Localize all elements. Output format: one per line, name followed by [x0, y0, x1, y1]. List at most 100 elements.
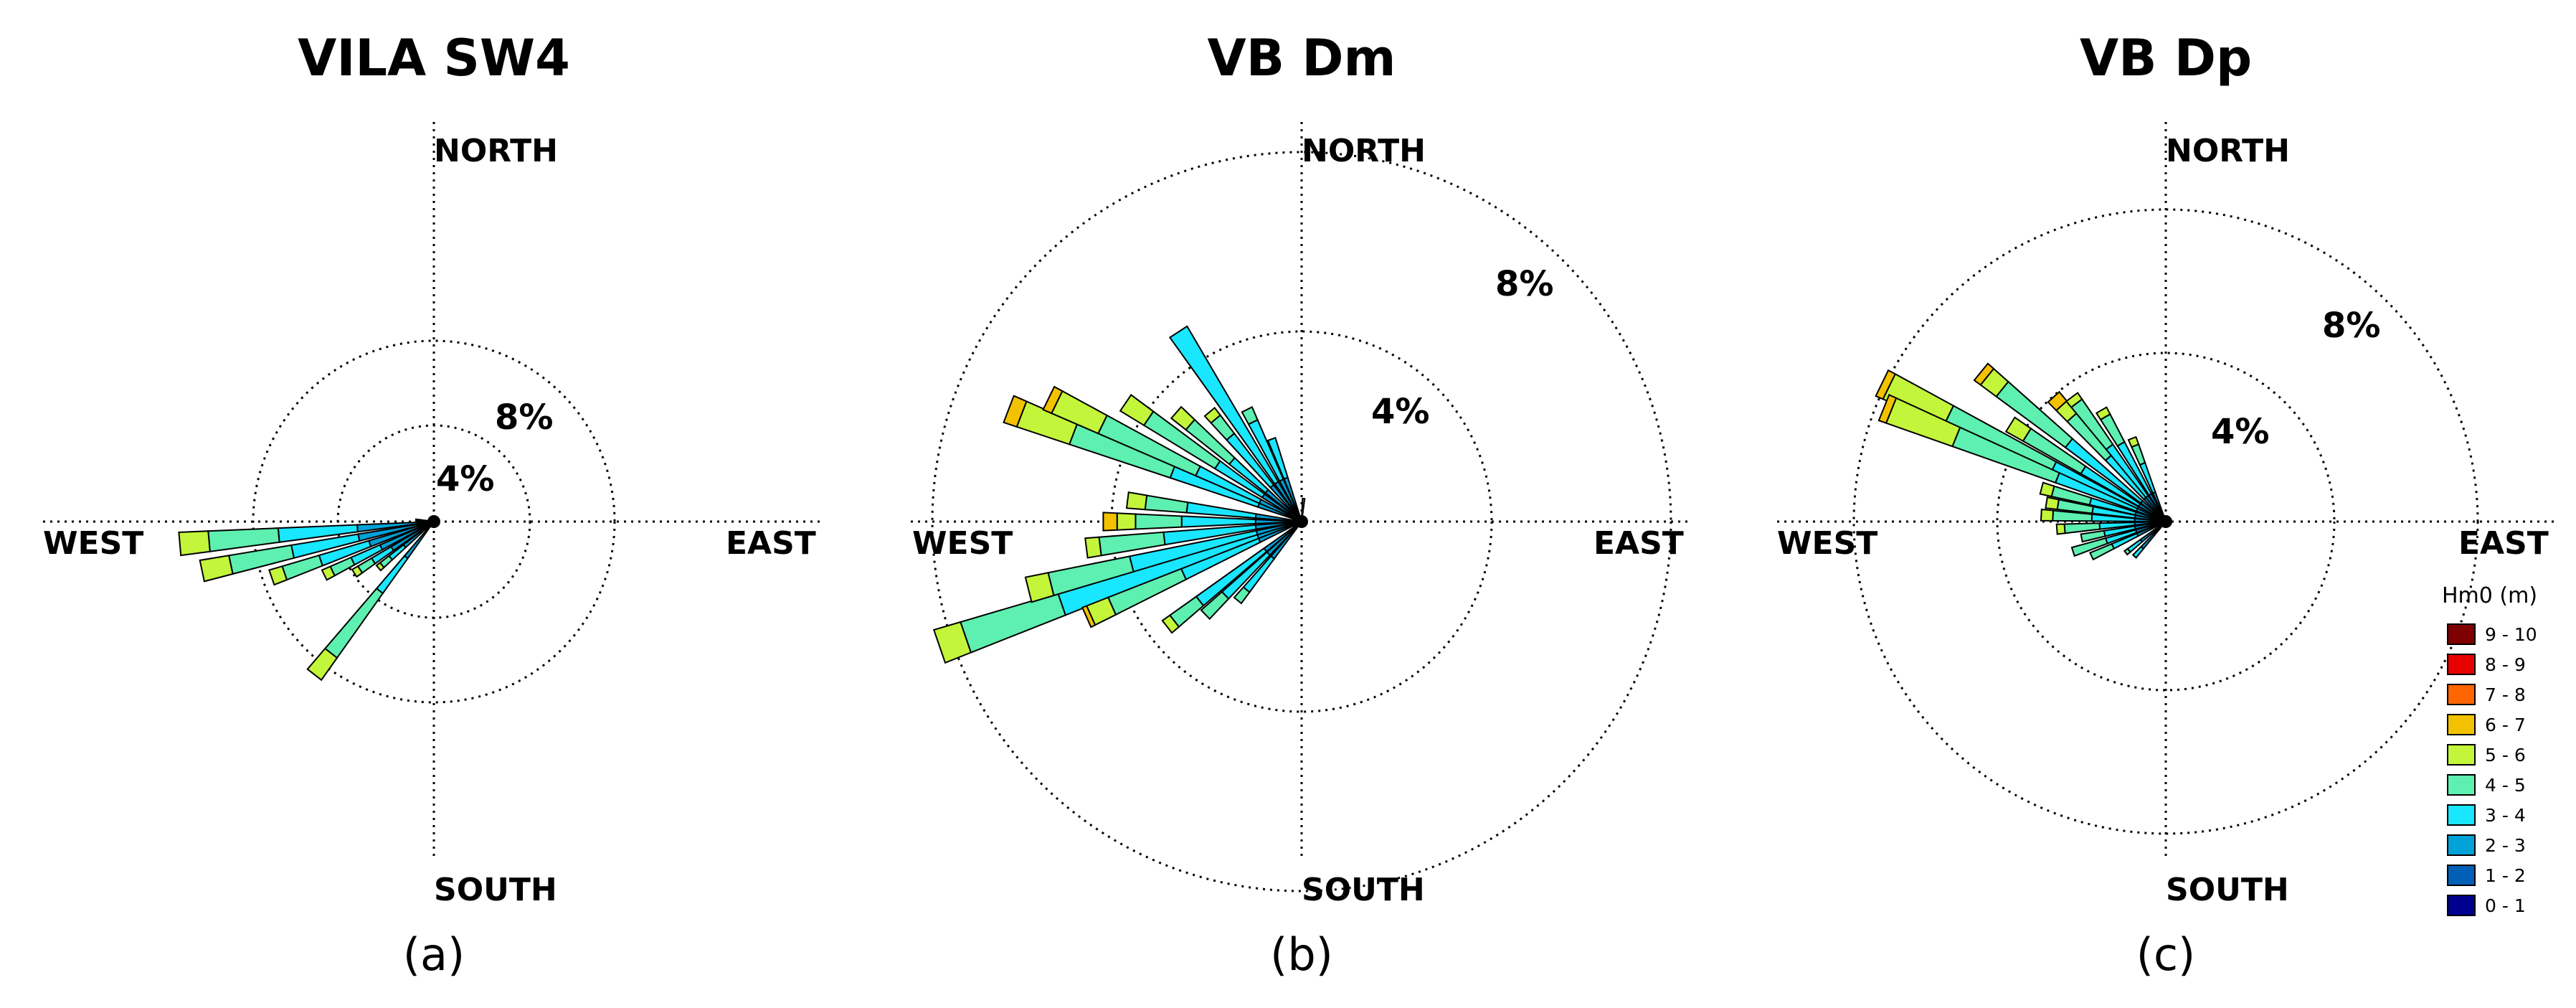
rose-center-hub — [2159, 515, 2172, 528]
bar-segment-5-6 — [375, 562, 385, 572]
legend-label: 3 - 4 — [2485, 805, 2526, 826]
bar-segment-5-6 — [351, 565, 364, 578]
ring-label-8: 8% — [2322, 306, 2381, 346]
rose-bars — [932, 325, 1308, 664]
direction-north-label: NORTH — [2166, 133, 2290, 169]
bar-segment-4-5 — [207, 527, 280, 552]
bar-segment-4-5 — [1233, 586, 1251, 605]
legend-label: 5 - 6 — [2485, 745, 2526, 766]
legend-label: 4 - 5 — [2485, 775, 2526, 796]
legend-items: 9 - 10 8 - 9 7 - 8 6 - 7 5 - 6 4 - 5 3 - 4 2 - … — [2447, 623, 2537, 916]
sector-296-deg — [1875, 369, 2167, 522]
bar-segment-5-6 — [2055, 523, 2066, 535]
bar-segment-5-6 — [306, 647, 338, 682]
bar-segment-5-6 — [268, 565, 288, 586]
legend-label: 9 - 10 — [2485, 624, 2537, 645]
legend-swatch — [2447, 895, 2476, 916]
panel-caption: (b) — [1270, 928, 1333, 981]
bar-segment-2-3 — [1301, 497, 1306, 514]
rose-center-hub — [427, 515, 440, 528]
ring-label-4: 4% — [2211, 412, 2270, 452]
bar-segment-5-6 — [2095, 406, 2111, 421]
sector-251-deg — [268, 521, 435, 586]
bar-segment-5-6 — [178, 530, 211, 557]
bar-segment-2-3 — [419, 519, 428, 522]
bar-segment-3-4 — [1266, 436, 1289, 480]
bar-segment-5-6 — [2045, 496, 2060, 511]
ring-label-4: 4% — [1371, 392, 1430, 432]
panel-vila-sw4: VILA SW4 NORTH SOUTH EAST WEST 4% 8% (a) — [43, 29, 825, 981]
ring-4-percent — [336, 424, 531, 619]
bar-segment-4-5 — [1241, 406, 1259, 425]
ring-8-percent — [1852, 208, 2479, 835]
bar-segment-5-6 — [2065, 392, 2083, 409]
legend-swatch — [2447, 744, 2476, 766]
bar-segment-4-5 — [2080, 529, 2106, 543]
bar-segment-3-4 — [1168, 325, 1279, 485]
sector-302-deg — [2004, 416, 2167, 522]
panel-vb-dp: VB Dp NORTH SOUTH EAST WEST 4% 8% (c) — [1777, 29, 2557, 981]
bar-segment-3-4 — [1185, 501, 1257, 519]
direction-south-label: SOUTH — [2166, 872, 2289, 908]
bar-segment-4-5 — [1200, 590, 1230, 621]
direction-south-label: SOUTH — [1302, 872, 1425, 908]
bar-segment-5-6 — [1161, 614, 1180, 634]
sector-296-deg — [1042, 385, 1302, 522]
bar-segment-3-4 — [415, 518, 422, 522]
legend-swatch — [2447, 834, 2476, 856]
ring-8-percent — [931, 151, 1672, 892]
legend-label: 1 - 2 — [2485, 865, 2526, 886]
bar-segment-5-6 — [2039, 481, 2055, 498]
ring-label-8: 8% — [1495, 264, 1554, 304]
bar-segment-5-6 — [1084, 536, 1102, 559]
bar-segment-4-5 — [1144, 494, 1189, 514]
direction-west-label: WEST — [1777, 525, 1877, 562]
sector-265-deg — [178, 521, 435, 557]
direction-north-label: NORTH — [434, 133, 558, 169]
bar-segment-6-7 — [1877, 394, 1898, 424]
legend-swatch — [2447, 654, 2476, 675]
sector-266-deg — [2055, 521, 2167, 535]
direction-east-label: EAST — [726, 525, 816, 562]
bar-segment-5-6 — [321, 565, 336, 581]
sector-277-deg — [1125, 491, 1302, 522]
panel-caption: (c) — [2136, 928, 2195, 981]
sector-292-deg — [1877, 394, 2167, 522]
ring-label-4: 4% — [436, 459, 495, 499]
legend-label: 8 - 9 — [2485, 654, 2526, 675]
rose-bars — [1875, 362, 2172, 561]
sector-311-deg — [1170, 405, 1302, 522]
bar-segment-4-5 — [2089, 542, 2116, 561]
sector-320-deg — [1203, 406, 1302, 522]
rose-center-hub — [1295, 515, 1308, 528]
legend-swatch — [2447, 714, 2476, 735]
sector-258-deg — [199, 521, 435, 583]
sector-226-deg — [1200, 521, 1302, 621]
bar-segment-6-7 — [1973, 362, 1995, 386]
bar-segment-5-6 — [1170, 405, 1196, 431]
legend-swatch — [2447, 865, 2476, 886]
bar-segment-4-5 — [2123, 547, 2131, 556]
legend-label: 6 - 7 — [2485, 715, 2526, 735]
panel-title: VB Dm — [1208, 29, 1396, 88]
bar-segment-6-7 — [1042, 385, 1064, 415]
sector-279-deg — [2045, 496, 2167, 522]
bar-segment-4-5 — [960, 592, 1066, 654]
legend-title: Hm0 (m) — [2442, 583, 2537, 608]
direction-east-label: EAST — [1594, 525, 1684, 562]
panel-caption: (a) — [403, 928, 465, 981]
legend-label: 0 - 1 — [2485, 895, 2526, 916]
direction-east-label: EAST — [2458, 525, 2549, 562]
bar-segment-5-6 — [1203, 406, 1221, 424]
bar-segment-6-7 — [1875, 369, 1897, 400]
bar-segment-6-7 — [1081, 605, 1097, 628]
bar-segment-4-5 — [323, 587, 384, 659]
sector-232-deg — [1161, 521, 1302, 634]
sector-246-deg — [1081, 521, 1302, 628]
sector-273-deg — [2040, 508, 2167, 522]
sector-270-deg — [1102, 512, 1302, 532]
legend-swatch — [2447, 804, 2476, 826]
panel-title: VILA SW4 — [298, 29, 570, 88]
legend-label: 2 - 3 — [2485, 835, 2526, 856]
